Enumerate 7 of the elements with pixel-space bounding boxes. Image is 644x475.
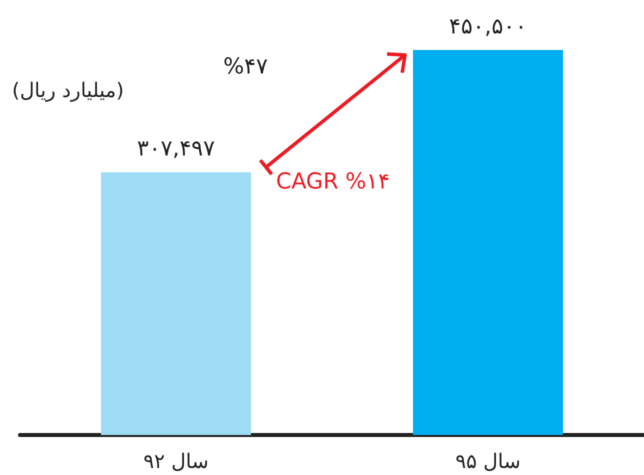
annotation: CAGR %۱۴: [276, 170, 390, 195]
annotation: %۴۷: [223, 54, 268, 80]
data-label: ۴۵۰,۵۰۰: [449, 14, 527, 40]
x-tick-label: سال ۹۵: [455, 449, 521, 473]
x-tick-label: سال ۹۲: [143, 449, 209, 473]
y-axis-title: (میلیارد ریال): [12, 78, 124, 102]
data-label: ۳۰۷,۴۹۷: [137, 136, 216, 162]
